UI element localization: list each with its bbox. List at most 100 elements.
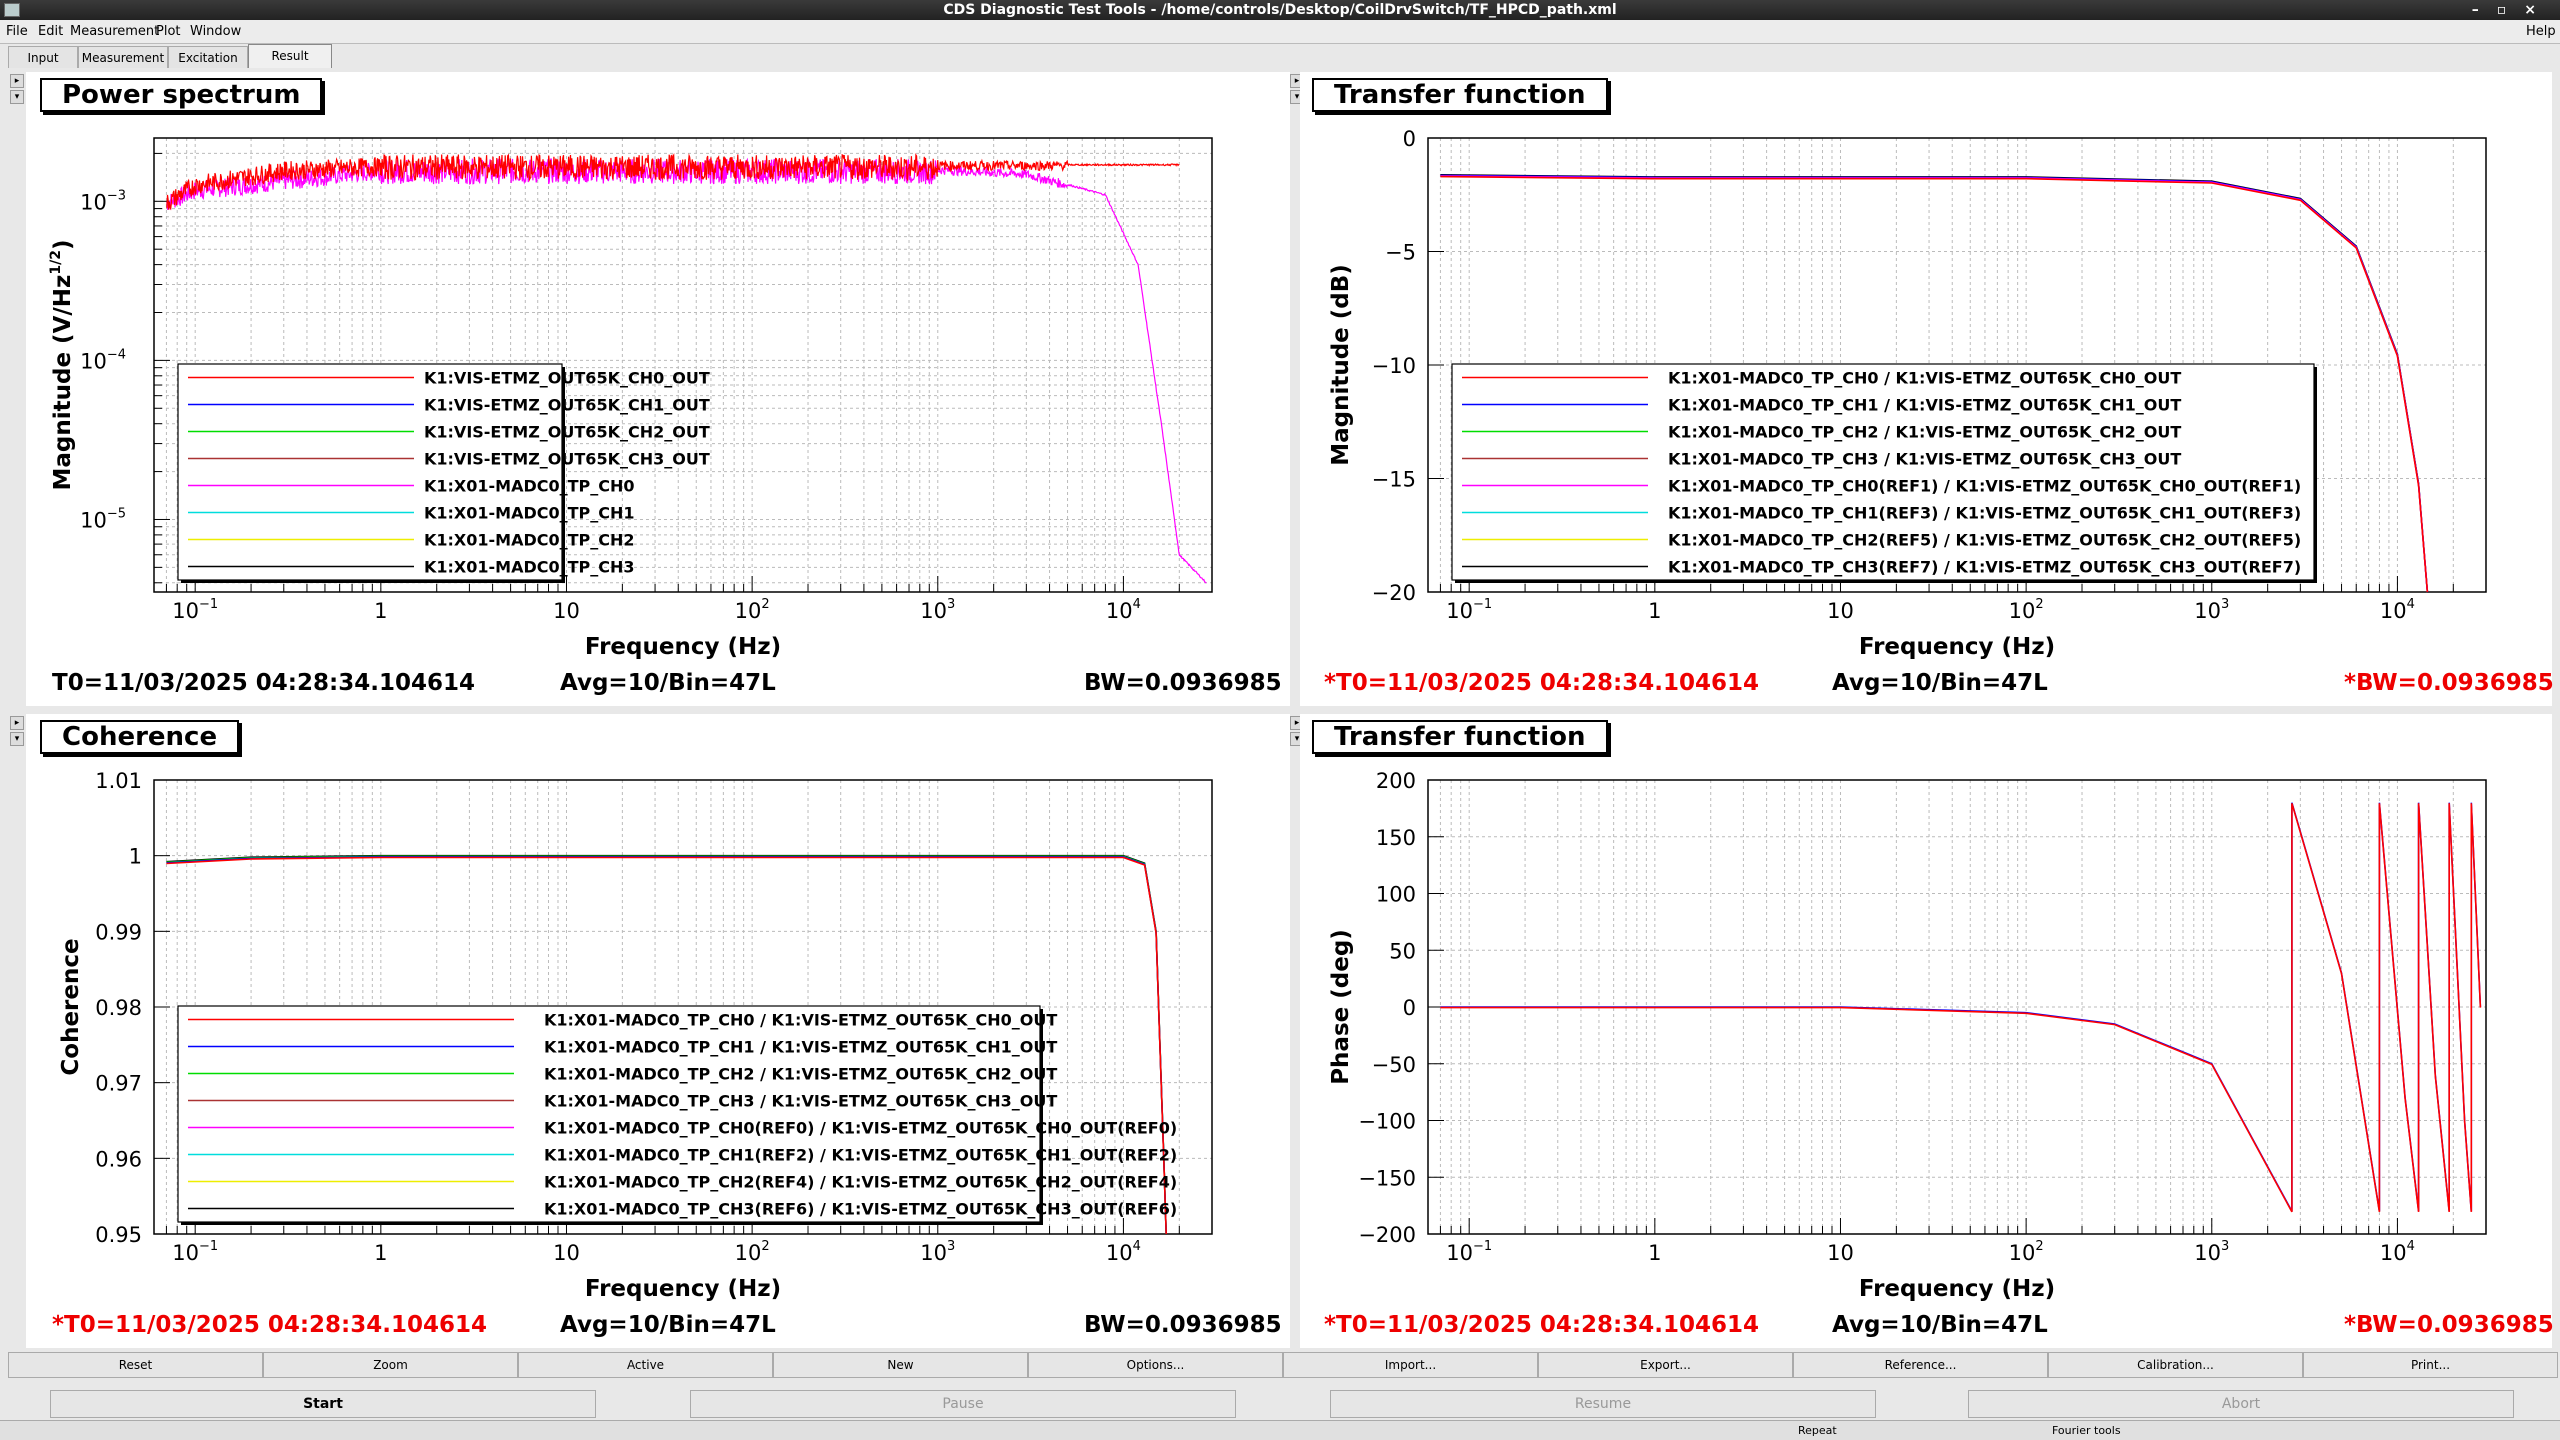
new-button[interactable]: New <box>773 1352 1028 1378</box>
y-tick-label: 0.99 <box>95 920 142 944</box>
y-tick-label: 200 <box>1376 769 1416 793</box>
legend-entry: K1:X01-MADC0_TP_CH1 / K1:VIS-ETMZ_OUT65K… <box>1668 396 2181 415</box>
legend-entry: K1:X01-MADC0_TP_CH1 <box>424 504 635 523</box>
legend-entry: K1:X01-MADC0_TP_CH0(REF0) / K1:VIS-ETMZ_… <box>544 1119 1177 1138</box>
y-tick-label: 50 <box>1389 939 1416 963</box>
series-line <box>1440 175 2429 593</box>
bw-label: *BW=0.0936985 <box>2344 1312 2554 1338</box>
pad1-expand-icon[interactable]: ▸ <box>10 74 24 88</box>
y-tick-label: −5 <box>1385 241 1416 265</box>
legend-entry: K1:X01-MADC0_TP_CH0 / K1:VIS-ETMZ_OUT65K… <box>544 1011 1057 1030</box>
power-spectrum-pad[interactable]: Power spectrum 10−1 1 10 102 103 104 10−3 10−4 1… <box>26 72 1290 706</box>
pad3-collapse-icon[interactable]: ▾ <box>10 732 24 746</box>
import-button[interactable]: Import... <box>1283 1352 1538 1378</box>
x-axis-label: Frequency (Hz) <box>1859 634 2055 660</box>
x-tick-label: 1 <box>1648 599 1661 623</box>
y-tick-label: 0.95 <box>95 1223 142 1247</box>
x-tick-label: 10−1 <box>1446 597 1492 623</box>
abort-button[interactable]: Abort <box>1968 1390 2514 1418</box>
x-tick-label: 1 <box>374 1241 387 1265</box>
y-tick-label: −20 <box>1372 581 1416 605</box>
y-tick-label: −50 <box>1372 1053 1416 1077</box>
y-axis-label: Magnitude (dB) <box>1328 264 1354 466</box>
x-tick-label: 103 <box>2194 1239 2229 1265</box>
menu-measurement[interactable]: Measurement <box>70 24 160 39</box>
pause-button[interactable]: Pause <box>690 1390 1236 1418</box>
legend-box <box>177 363 563 581</box>
x-tick-label: 10−1 <box>1446 1239 1492 1265</box>
bw-label: *BW=0.0936985 <box>2344 670 2554 696</box>
options-button[interactable]: Options... <box>1028 1352 1283 1378</box>
y-tick-label: 150 <box>1376 826 1416 850</box>
x-tick-label: 103 <box>920 597 955 623</box>
bw-label: BW=0.0936985 <box>1084 670 1282 696</box>
pad-title: Transfer function <box>1312 720 1608 754</box>
x-tick-label: 102 <box>2009 1239 2044 1265</box>
y-tick-label: −15 <box>1372 468 1416 492</box>
x-tick-label: 104 <box>1106 1239 1141 1265</box>
transfer-function-phase-pad[interactable]: Transfer function 10−1 1 10 102 103 104 200 150… <box>1300 714 2554 1348</box>
x-tick-label: 10−1 <box>172 597 218 623</box>
menu-window[interactable]: Window <box>190 24 242 39</box>
legend-entry: K1:VIS-ETMZ_OUT65K_CH3_OUT <box>424 450 710 469</box>
avg-label: Avg=10/Bin=47L <box>1832 670 2048 696</box>
reset-button[interactable]: Reset <box>8 1352 263 1378</box>
coherence-plot[interactable]: 10−1 1 10 102 103 104 1.01 1 0.99 0.98 0.97 0.96 0.9… <box>26 714 1290 1312</box>
legend-entry: K1:X01-MADC0_TP_CH2 / K1:VIS-ETMZ_OUT65K… <box>1668 423 2181 442</box>
status-bar: Repeat Fourier tools <box>0 1420 2560 1440</box>
y-tick-label: 0 <box>1403 127 1416 151</box>
reference-button[interactable]: Reference... <box>1793 1352 2048 1378</box>
tf-phase-plot[interactable]: 10−1 1 10 102 103 104 200 150 100 50 0 −50 −100 −150 −… <box>1300 714 2552 1312</box>
x-tick-label: 102 <box>735 1239 770 1265</box>
coherence-pad[interactable]: Coherence 10−1 1 10 102 103 104 1.01 1 0.99 0.98 0… <box>26 714 1290 1348</box>
legend-entry: K1:X01-MADC0_TP_CH3(REF7) / K1:VIS-ETMZ_… <box>1668 558 2301 577</box>
zoom-button[interactable]: Zoom <box>263 1352 518 1378</box>
y-tick-label: −100 <box>1358 1110 1416 1134</box>
legend-entry: K1:X01-MADC0_TP_CH3 <box>424 558 635 577</box>
avg-label: Avg=10/Bin=47L <box>560 670 776 696</box>
tab-measurement[interactable]: Measurement <box>78 46 168 68</box>
x-tick-label: 103 <box>2194 597 2229 623</box>
y-tick-label: 0.97 <box>95 1072 142 1096</box>
menu-edit[interactable]: Edit <box>38 24 64 39</box>
avg-label: Avg=10/Bin=47L <box>560 1312 776 1338</box>
pad-title: Power spectrum <box>40 78 323 112</box>
pad-title: Transfer function <box>1312 78 1608 112</box>
legend-entry: K1:X01-MADC0_TP_CH2 / K1:VIS-ETMZ_OUT65K… <box>544 1065 1057 1084</box>
menu-help[interactable]: Help <box>2526 24 2556 39</box>
export-button[interactable]: Export... <box>1538 1352 1793 1378</box>
legend-entry: K1:X01-MADC0_TP_CH0(REF1) / K1:VIS-ETMZ_… <box>1668 477 2301 496</box>
y-tick-label: 0 <box>1403 996 1416 1020</box>
active-button[interactable]: Active <box>518 1352 773 1378</box>
start-button[interactable]: Start <box>50 1390 596 1418</box>
tab-excitation[interactable]: Excitation <box>168 46 248 68</box>
plot-control-buttons: Reset Zoom Active New Options... Import.… <box>8 1352 2560 1378</box>
avg-label: Avg=10/Bin=47L <box>1832 1312 2048 1338</box>
menu-plot[interactable]: Plot <box>156 24 181 39</box>
tab-input[interactable]: Input <box>8 46 78 68</box>
resume-button[interactable]: Resume <box>1330 1390 1876 1418</box>
power-spectrum-plot[interactable]: 10−1 1 10 102 103 104 10−3 10−4 10−5 Frequency (… <box>26 72 1290 670</box>
pad3-expand-icon[interactable]: ▸ <box>10 716 24 730</box>
transfer-function-magnitude-pad[interactable]: Transfer function 10−1 1 10 102 103 104 0 −5 −10… <box>1300 72 2554 706</box>
x-tick-label: 103 <box>920 1239 955 1265</box>
window-controls[interactable]: –▫× <box>2471 2 2554 18</box>
series-line <box>166 152 1180 211</box>
tf-magnitude-plot[interactable]: 10−1 1 10 102 103 104 0 −5 −10 −15 −20 Frequency (… <box>1300 72 2552 670</box>
print-button[interactable]: Print... <box>2303 1352 2558 1378</box>
legend-entry: K1:X01-MADC0_TP_CH2(REF5) / K1:VIS-ETMZ_… <box>1668 531 2301 550</box>
y-tick-label: 1.01 <box>95 769 142 793</box>
window-titlebar: CDS Diagnostic Test Tools - /home/contro… <box>0 0 2560 20</box>
legend-entry: K1:X01-MADC0_TP_CH1(REF3) / K1:VIS-ETMZ_… <box>1668 504 2301 523</box>
x-tick-label: 1 <box>374 599 387 623</box>
tab-bar: Input Measurement Excitation Result <box>0 44 2560 68</box>
y-axis-label: Magnitude (V/Hz1/2) <box>48 239 76 490</box>
x-tick-label: 104 <box>2380 1239 2415 1265</box>
calibration-button[interactable]: Calibration... <box>2048 1352 2303 1378</box>
menu-file[interactable]: File <box>6 24 28 39</box>
bw-label: BW=0.0936985 <box>1084 1312 1282 1338</box>
y-tick-label: −150 <box>1358 1166 1416 1190</box>
pad1-collapse-icon[interactable]: ▾ <box>10 90 24 104</box>
x-axis-label: Frequency (Hz) <box>585 1276 781 1302</box>
tab-result[interactable]: Result <box>248 44 332 68</box>
